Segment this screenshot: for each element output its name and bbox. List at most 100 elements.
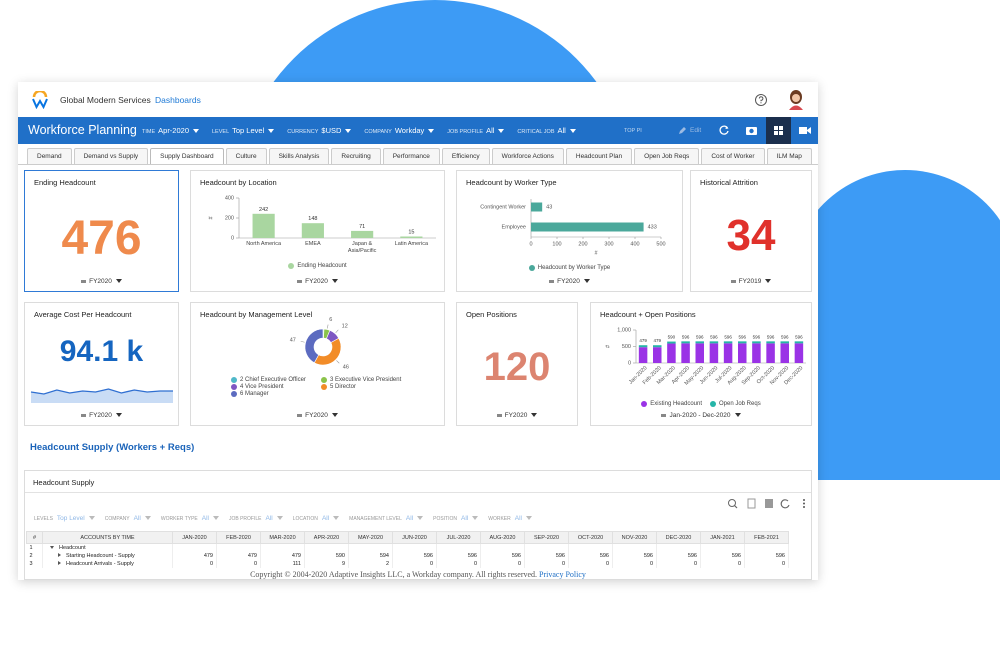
value-cell: 590 — [304, 551, 349, 560]
save-button[interactable] — [765, 499, 773, 508]
bar — [738, 343, 747, 363]
filter-value: All — [461, 515, 478, 522]
period-filter[interactable]: FY2019 — [691, 278, 811, 285]
period-filter[interactable]: FY2020 — [457, 278, 682, 285]
table-row[interactable]: 2 Starting Headcount - Supply 479 479 479 590… — [26, 551, 789, 560]
legend-item[interactable]: Ending Headcount — [288, 263, 347, 269]
legend-item[interactable]: 2 Chief Executive Officer — [231, 377, 321, 383]
tab[interactable]: Open Job Reqs — [634, 148, 700, 164]
user-avatar[interactable] — [787, 89, 805, 111]
value-cell: 0 — [480, 559, 525, 568]
breadcrumb-link[interactable]: Dashboards — [155, 95, 201, 105]
table-filter[interactable]: LOCATION All — [293, 515, 339, 522]
edit-button[interactable]: Edit — [690, 127, 702, 134]
column-header: MAR-2020 — [260, 531, 305, 544]
refresh-button[interactable] — [780, 499, 790, 509]
data-label: 590 — [668, 335, 676, 340]
tab[interactable]: Performance — [382, 148, 440, 164]
logo-w — [32, 98, 48, 109]
panel-tools — [728, 498, 805, 509]
table-row[interactable]: 1 Headcount — [26, 543, 789, 552]
table-filter[interactable]: WORKER TYPE All — [161, 515, 219, 522]
bar — [709, 341, 719, 344]
video-button[interactable] — [798, 125, 812, 136]
tab[interactable]: ILM Map — [766, 148, 812, 164]
truncated-filter[interactable]: TOP PI — [624, 128, 642, 134]
data-label: 15 — [408, 230, 414, 236]
toolbar-filter[interactable]: LEVEL Top Level — [212, 126, 274, 135]
help-dot — [760, 102, 762, 104]
workday-logo[interactable] — [31, 91, 49, 109]
bar — [667, 341, 676, 344]
tab[interactable]: Workforce Actions — [491, 148, 564, 164]
x-tick-label: Latin America — [394, 241, 429, 247]
filter-label: TIME — [142, 129, 156, 135]
value-cell: 596 — [656, 551, 701, 560]
row-number: 2 — [26, 551, 43, 560]
period-filter[interactable]: FY2020 — [191, 278, 444, 285]
tab[interactable]: Supply Dashboard — [150, 148, 224, 164]
card: Headcount by Management Level 6 12 46 47 2 Ch… — [190, 302, 445, 426]
row-number: 3 — [26, 559, 43, 568]
card-title: Headcount by Location — [200, 178, 277, 187]
tab[interactable]: Skills Analysis — [268, 148, 330, 164]
refresh-button[interactable] — [718, 124, 730, 136]
tab[interactable]: Cost of Worker — [701, 148, 765, 164]
value-cell — [304, 543, 349, 552]
legend-label: 3 Executive Vice President — [330, 377, 402, 383]
export-button[interactable] — [747, 498, 756, 509]
period-filter[interactable]: FY2020 — [25, 278, 178, 285]
tab[interactable]: Demand vs Supply — [73, 148, 149, 164]
period-filter[interactable]: FY2020 — [191, 412, 444, 419]
tab[interactable]: Culture — [225, 148, 267, 164]
legend-item[interactable]: Existing Headcount — [641, 401, 702, 407]
legend-item[interactable]: 5 Director — [321, 384, 421, 390]
table-filter[interactable]: LEVELS Top Level — [34, 515, 95, 522]
period-filter[interactable]: FY2020 — [457, 412, 577, 419]
table-row[interactable]: 3 Headcount Arrivals - Supply 0 0 111 9 2 0 0 0 0 0… — [26, 559, 789, 568]
kpi-value: 94.1 k — [59, 335, 144, 368]
tab[interactable]: Efficiency — [441, 148, 490, 164]
toolbar-filter[interactable]: CURRENCY $USD — [287, 126, 351, 135]
search-button[interactable] — [728, 499, 738, 509]
privacy-link[interactable]: Privacy Policy — [539, 570, 586, 579]
data-label: 596 — [795, 334, 803, 339]
table-filter[interactable]: WORKER All — [488, 515, 532, 522]
filter-label: LEVELS — [34, 516, 53, 522]
table-filter[interactable]: JOB PROFILE All — [229, 515, 283, 522]
toolbar-filter[interactable]: JOB PROFILE All — [447, 126, 504, 135]
table-filter[interactable]: COMPANY All — [105, 515, 151, 522]
legend-item[interactable]: 6 Manager — [231, 391, 321, 397]
period-filter[interactable]: Jan-2020 - Dec-2020 — [591, 412, 811, 419]
legend-item[interactable]: Open Job Reqs — [710, 401, 761, 407]
tab[interactable]: Recruiting — [331, 148, 381, 164]
layout-button[interactable] — [766, 117, 791, 144]
data-label: 596 — [767, 334, 775, 339]
legend-item[interactable]: 4 Vice President — [231, 384, 321, 390]
tab[interactable]: Headcount Plan — [565, 148, 633, 164]
data-label: 433 — [648, 224, 657, 230]
toolbar-filter[interactable]: CRITICAL JOB All — [517, 126, 575, 135]
toolbar-filters: TIME Apr-2020 LEVEL Top Level CURRENCY $USD CO… — [142, 126, 576, 135]
toolbar-filter[interactable]: COMPANY Workday — [364, 126, 434, 135]
header-row: # ACCOUNTS BY TIME JAN-2020 FEB-2020 MAR-202… — [26, 531, 789, 544]
legend-item[interactable]: Headcount by Worker Type — [528, 265, 610, 271]
toolbar-filter[interactable]: TIME Apr-2020 — [142, 126, 199, 135]
table-filter[interactable]: MANAGEMENT LEVEL All — [349, 515, 423, 522]
more-button[interactable] — [803, 499, 805, 508]
legend-label: Existing Headcount — [650, 401, 702, 407]
logo-arc — [32, 91, 48, 98]
bar — [531, 202, 543, 212]
legend-item[interactable]: 3 Executive Vice President — [321, 377, 421, 383]
grid-cell — [779, 126, 783, 130]
period-filter[interactable]: FY2020 — [25, 412, 178, 419]
donut-chart: 6 12 46 47 — [290, 317, 349, 370]
filter-label: JOB PROFILE — [228, 516, 262, 522]
help-icon[interactable] — [754, 93, 768, 107]
table-filter[interactable]: POSITION All — [433, 515, 478, 522]
tab[interactable]: Demand — [27, 148, 72, 164]
value-cell: 596 — [568, 551, 613, 560]
camera-button[interactable] — [745, 124, 758, 136]
column-header: SEP-2020 — [524, 531, 569, 544]
